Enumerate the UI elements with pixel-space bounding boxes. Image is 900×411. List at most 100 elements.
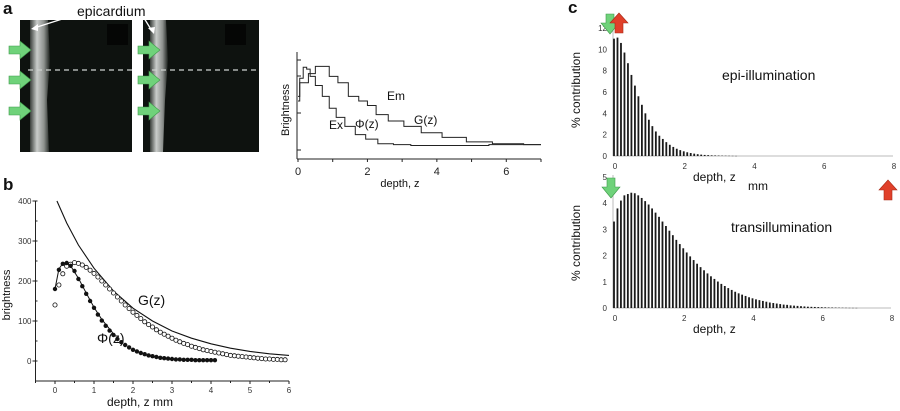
bar: [654, 212, 657, 308]
phi-data-point: [72, 268, 77, 274]
bar: [751, 298, 754, 308]
y-tick-label: 0: [603, 152, 608, 161]
bar: [627, 63, 629, 157]
phi-data-point: [76, 276, 81, 282]
phi-data-point: [189, 357, 194, 362]
phi-data-point: [169, 356, 175, 362]
annotation-phi: Φ(z): [355, 117, 379, 131]
g-data-point: [99, 278, 105, 284]
g-data-point: [161, 331, 167, 337]
x-tick-label: 1: [92, 386, 97, 395]
x-tick-label: 0: [613, 162, 618, 171]
g-data-point: [83, 264, 89, 270]
annotation-ex: Ex: [329, 118, 343, 132]
green-arrow-icon: [8, 70, 32, 90]
bar: [644, 201, 647, 308]
y-tick-label: 300: [18, 237, 32, 246]
phi-data-point: [56, 267, 62, 272]
phi-data-point: [60, 261, 65, 266]
bar: [803, 306, 806, 308]
green-arrow-icon: [137, 101, 161, 121]
phi-data-point: [142, 352, 147, 357]
y-tick-label: 100: [18, 317, 32, 326]
bar: [692, 260, 695, 308]
bar: [779, 304, 782, 308]
phi-data-point: [138, 350, 143, 356]
bar: [654, 131, 657, 156]
phi-data-point: [119, 340, 124, 345]
phi-data-point: [212, 358, 218, 363]
x-axis-label: depth, z mm: [107, 395, 173, 409]
bar: [633, 193, 636, 308]
red-up-arrow-icon: [878, 179, 898, 201]
g-data-point: [111, 290, 117, 296]
g-data-point: [72, 260, 78, 266]
g-data-point: [208, 348, 214, 354]
series-line-em-g: [298, 65, 541, 146]
y-tick-label: 3: [603, 225, 608, 234]
phi-data-point: [181, 357, 186, 362]
g-data-point: [79, 262, 85, 268]
g-data-point: [220, 351, 226, 357]
phi-data-point: [64, 260, 69, 266]
red-up-arrow-icon: [609, 12, 629, 34]
bar: [730, 289, 733, 308]
bar: [665, 142, 668, 156]
y-tick-label: 5: [603, 173, 608, 182]
bar: [613, 221, 615, 308]
x-tick-label: 2: [683, 162, 688, 171]
bar: [734, 291, 737, 308]
bar: [637, 96, 640, 156]
bar: [810, 306, 813, 308]
phi-data-point: [126, 345, 132, 350]
phi-data-point: [91, 305, 97, 310]
green-arrow-icon: [8, 40, 32, 60]
bar: [675, 239, 678, 308]
y-axis-label: brightness: [1, 269, 13, 320]
bar: [630, 74, 633, 156]
phi-data-point: [84, 291, 89, 296]
bar: [741, 294, 744, 308]
bar: [710, 276, 712, 308]
phi-data-point: [95, 312, 101, 317]
bar: [817, 307, 820, 308]
bar: [678, 244, 681, 308]
y-tick-label: 200: [18, 277, 32, 286]
tissue-band: [30, 20, 50, 152]
phi-data-point: [204, 358, 210, 363]
series-line-ex-phi: [298, 66, 541, 147]
bar: [706, 273, 709, 308]
bar: [703, 154, 706, 156]
bar: [658, 135, 661, 156]
panel-c-trans-plot: 0 1 2 3 4 5 0 2 4 6 8 transillumination depth, z % co…: [569, 173, 895, 336]
panel-letter-c: c: [568, 0, 577, 17]
phi-data-point: [150, 354, 155, 359]
g-data-point: [138, 316, 144, 322]
phi-data-point: [111, 332, 116, 338]
y-axis-label: % contribution: [569, 205, 583, 281]
phi-data-point: [52, 286, 58, 292]
bar: [824, 307, 827, 308]
bar: [644, 113, 647, 156]
bar: [630, 192, 633, 308]
bar: [626, 194, 629, 308]
bar: [807, 306, 809, 308]
x-tick-label: 2: [682, 314, 687, 323]
phi-data-point: [173, 357, 179, 362]
bar: [789, 305, 792, 308]
x-tick-label: 3: [170, 386, 175, 395]
phi-data-point: [123, 342, 128, 348]
x-axis-unit-label: mm: [748, 179, 768, 193]
bar: [685, 252, 688, 308]
bar: [661, 221, 664, 308]
bar: [758, 300, 761, 308]
chart-title: epi-illumination: [722, 67, 815, 83]
g-data-point: [142, 319, 148, 325]
bar: [647, 204, 650, 308]
x-tick-label: 0: [295, 166, 301, 178]
annotation-g: G(z): [138, 292, 165, 308]
bar: [707, 155, 710, 156]
bar: [647, 119, 650, 156]
bar: [675, 148, 678, 156]
